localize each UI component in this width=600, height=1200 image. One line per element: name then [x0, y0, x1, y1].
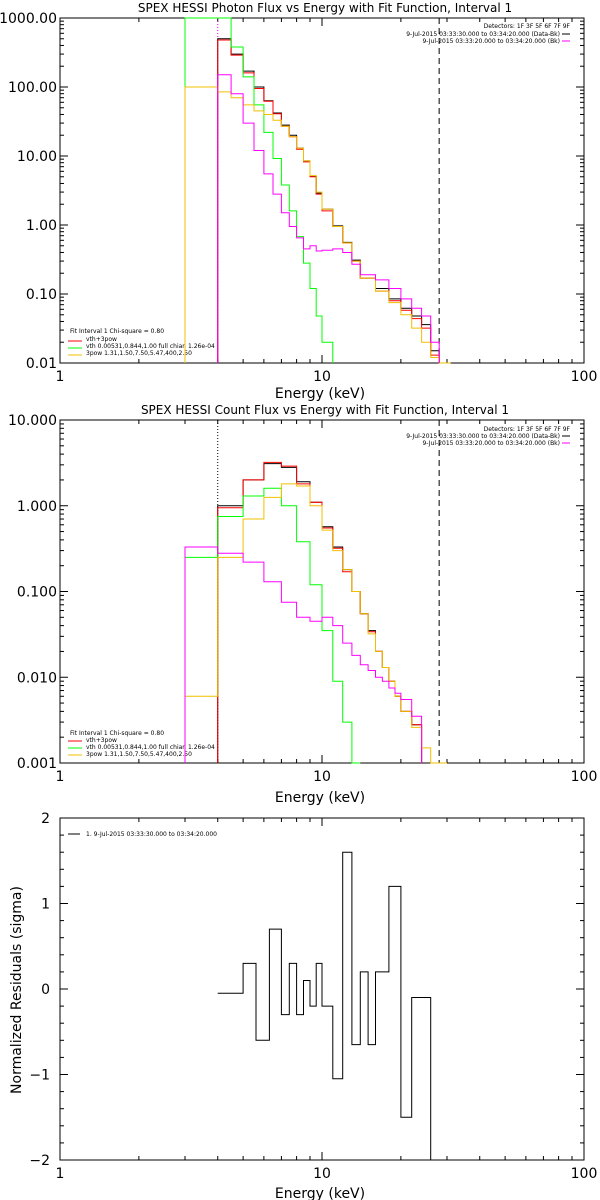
count-flux-legend-left-3: 3pow 1.31,1.50,7.50,5.47,400,2.50	[86, 751, 192, 758]
photon-flux-legend-right-0: 9-Jul-2015 03:33:30.000 to 03:34:20.000 …	[406, 31, 560, 38]
photon-flux-y-tick-label: 0.01	[26, 356, 57, 372]
count-flux-y-tick-label: 0.010	[17, 670, 57, 686]
residuals-y-tick-label: 0	[41, 982, 50, 998]
photon-flux-series-3pow	[184, 86, 451, 364]
photon-flux-series-data-bk	[217, 38, 440, 363]
count-flux-x-tick-label: 100	[571, 769, 598, 785]
residuals-y-tick-label: −2	[29, 1153, 50, 1169]
count-flux-y-tick-label: 0.001	[17, 756, 57, 772]
photon-flux-series-vth	[184, 17, 334, 363]
photon-flux-panel: SPEX HESSI Photon Flux vs Energy with Fi…	[0, 1, 597, 402]
photon-flux-y-tick-label: 1.00	[26, 218, 57, 234]
count-flux-legend-right-0: 9-Jul-2015 03:33:30.000 to 03:34:20.000 …	[406, 433, 560, 440]
residuals-x-tick-label: 10	[313, 1166, 331, 1182]
count-flux-legend-left-2: vth 0.00531,0.844,1.00 full chian 1.26e-…	[86, 744, 215, 751]
residuals-x-tick-label: 100	[571, 1166, 598, 1182]
photon-flux-series-bk	[217, 74, 440, 363]
count-flux-x-tick-label: 1	[56, 769, 65, 785]
count-flux-panel: SPEX HESSI Count Flux vs Energy with Fit…	[8, 403, 597, 806]
count-flux-series-bk	[184, 546, 423, 763]
count-flux-series-3pow	[184, 483, 447, 764]
count-flux-y-tick-label: 1.000	[17, 499, 57, 515]
count-flux-xlabel: Energy (keV)	[275, 790, 365, 806]
count-flux-y-tick-label: 10.000	[8, 413, 57, 429]
photon-flux-y-tick-label: 1000.00	[0, 11, 57, 27]
count-flux-detectors: Detectors: 1F 3F 5F 6F 7F 9F	[484, 426, 571, 433]
photon-flux-legend-left-2: vth 0.00531,0.844,1.00 full chian 1.26e-…	[86, 343, 215, 350]
residuals-xlabel: Energy (keV)	[275, 1186, 365, 1200]
photon-flux-axes-frame	[59, 17, 585, 364]
residuals-legend-0: 1. 9-Jul-2015 03:33:30.000 to 03:34:20.0…	[86, 831, 217, 838]
residuals-y-tick-label: 2	[41, 811, 50, 827]
photon-flux-xlabel: Energy (keV)	[275, 386, 365, 402]
photon-flux-legend-left-3: 3pow 1.31,1.50,7.50,5.47,400,2.50	[86, 350, 192, 357]
count-flux-series-vth	[184, 487, 361, 764]
photon-flux-detectors: Detectors: 1F 3F 5F 6F 7F 9F	[484, 23, 571, 30]
photon-flux-x-tick-label: 100	[571, 369, 598, 385]
count-flux-legend-left-0: Fit Interval 1 Chi-square = 0.80	[70, 730, 164, 737]
count-flux-legend-left-1: vth+3pow	[86, 737, 117, 744]
photon-flux-y-tick-label: 10.00	[17, 149, 57, 165]
count-flux-series-data-bk	[217, 463, 423, 763]
residuals-y-tick-label: −1	[29, 1068, 50, 1084]
photon-flux-series-vth-3pow	[217, 39, 440, 363]
count-flux-y-tick-label: 0.100	[17, 585, 57, 601]
residuals-y-tick-label: 1	[41, 897, 50, 913]
residuals-x-tick-label: 1	[56, 1166, 65, 1182]
count-flux-legend-right-1: 9-Jul-2015 03:33:20.000 to 03:34:20.000 …	[422, 440, 560, 447]
photon-flux-x-tick-label: 10	[313, 369, 331, 385]
residuals-panel: Energy (keV) Normalized Residuals (sigma…	[9, 811, 597, 1200]
photon-flux-legend-right-1: 9-Jul-2015 03:33:20.000 to 03:34:20.000 …	[422, 38, 560, 45]
count-flux-series-vth-3pow	[217, 461, 423, 763]
photon-flux-legend-left-0: Fit Interval 1 Chi-square = 0.80	[70, 328, 164, 335]
photon-flux-y-tick-label: 0.10	[26, 287, 57, 303]
count-flux-x-tick-label: 10	[313, 769, 331, 785]
count-flux-title: SPEX HESSI Count Flux vs Energy with Fit…	[141, 403, 509, 417]
residuals-series-residual	[217, 851, 440, 1161]
photon-flux-legend-left-1: vth+3pow	[86, 336, 117, 343]
photon-flux-x-tick-label: 1	[56, 369, 65, 385]
photon-flux-y-tick-label: 100.00	[8, 80, 57, 96]
residuals-ylabel: Normalized Residuals (sigma)	[9, 886, 25, 1094]
photon-flux-title: SPEX HESSI Photon Flux vs Energy with Fi…	[138, 1, 512, 15]
